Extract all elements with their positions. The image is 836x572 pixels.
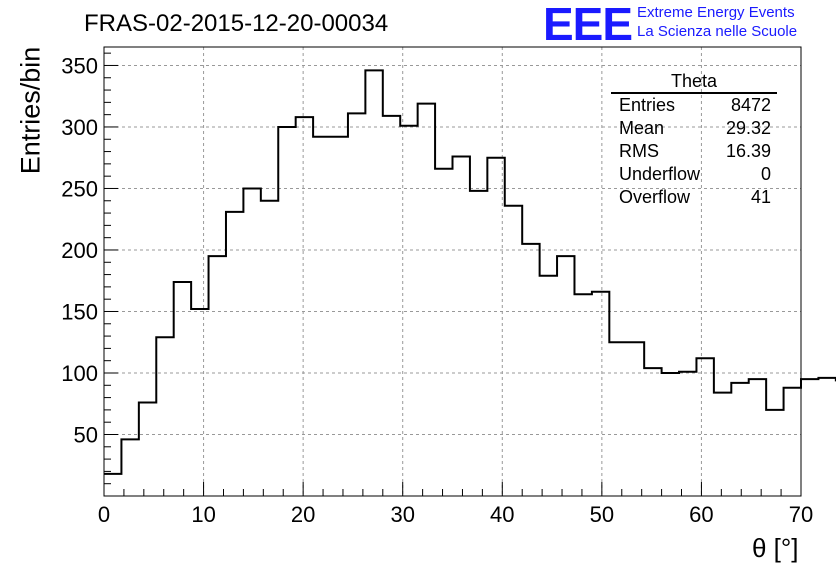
histogram-bin xyxy=(609,342,626,496)
histogram-bin xyxy=(487,158,504,496)
histogram-bin xyxy=(627,342,644,496)
stats-value: 29.32 xyxy=(725,118,771,138)
histogram-bin xyxy=(435,169,452,496)
x-tick-label: 0 xyxy=(98,502,110,527)
chart-title: FRAS-02-2015-12-20-00034 xyxy=(84,10,389,37)
y-tick-label: 300 xyxy=(61,115,98,140)
histogram-bin xyxy=(505,206,522,496)
x-tick-label: 40 xyxy=(490,502,514,527)
histogram-bin xyxy=(766,410,783,496)
stats-row-rms: RMS 16.39 xyxy=(611,140,777,163)
y-tick-label: 350 xyxy=(61,53,98,78)
stats-value: 41 xyxy=(750,187,771,207)
stats-label: Overflow xyxy=(619,187,691,207)
x-tick-label: 20 xyxy=(291,502,315,527)
stats-label: Mean xyxy=(619,118,665,138)
logo-caption-line1: Extreme Energy Events xyxy=(637,4,795,21)
histogram-bin xyxy=(261,201,278,496)
histogram-bin xyxy=(383,116,400,496)
x-tick-label: 50 xyxy=(590,502,614,527)
stats-row-underflow: Underflow 0 xyxy=(611,163,777,186)
histogram-bin xyxy=(313,137,330,496)
y-tick-label: 50 xyxy=(74,422,98,447)
histogram-bin xyxy=(348,113,365,496)
histogram-bin xyxy=(557,256,574,496)
histogram-bin xyxy=(278,127,295,496)
x-axis-label: θ [°] xyxy=(752,533,799,563)
stats-box: Theta Entries 8472 Mean 29.32 RMS 16.39 … xyxy=(611,72,777,209)
y-tick-label: 150 xyxy=(61,299,98,324)
histogram-bin xyxy=(365,70,382,496)
histogram-bin xyxy=(731,383,748,496)
logo-caption: Extreme Energy Events La Scienza nelle S… xyxy=(637,3,797,41)
y-tick-label: 100 xyxy=(61,361,98,386)
histogram-bin xyxy=(696,358,713,496)
histogram-bin xyxy=(801,379,818,496)
stats-label: Underflow xyxy=(619,164,701,184)
x-tick-label: 60 xyxy=(689,502,713,527)
histogram-bin xyxy=(139,403,156,496)
histogram-line xyxy=(104,69,836,475)
stats-row-overflow: Overflow 41 xyxy=(611,186,777,209)
histogram-bin xyxy=(156,337,173,496)
logo-caption-line2: La Scienza nelle Scuole xyxy=(637,23,798,40)
histogram-bin xyxy=(243,188,260,496)
stats-label: Entries xyxy=(619,95,676,115)
histogram-bin xyxy=(121,439,138,496)
histogram-bin xyxy=(209,256,226,496)
histogram-bin xyxy=(470,191,487,496)
histogram-bin xyxy=(714,393,731,496)
histogram-bin xyxy=(592,292,609,496)
histogram-bin xyxy=(522,244,539,496)
histogram-bin xyxy=(679,372,696,496)
stats-value: 8472 xyxy=(730,95,771,115)
stats-label: RMS xyxy=(619,141,659,161)
histogram-bin xyxy=(191,309,208,496)
x-tick-label: 30 xyxy=(390,502,414,527)
stats-value: 0 xyxy=(760,164,771,184)
histogram-bin xyxy=(453,156,470,496)
histogram-bin xyxy=(226,212,243,496)
x-tick-label: 70 xyxy=(789,502,813,527)
histogram-bin xyxy=(540,276,557,496)
histogram-bin xyxy=(331,137,348,496)
histogram-bin xyxy=(400,126,417,496)
histogram-bin xyxy=(174,282,191,496)
histogram-bin xyxy=(784,388,801,496)
stats-row-entries: Entries 8472 xyxy=(611,94,777,117)
y-tick-label: 250 xyxy=(61,176,98,201)
stats-title: Theta xyxy=(611,72,777,94)
histogram-bin xyxy=(662,373,679,496)
eee-logo: EEE xyxy=(543,0,633,50)
histogram-bin xyxy=(104,474,121,496)
plot-frame xyxy=(103,46,802,497)
histogram-bin xyxy=(818,378,835,496)
y-tick-label: 200 xyxy=(61,238,98,263)
histogram-bin xyxy=(749,379,766,496)
histogram-bin xyxy=(296,117,313,496)
stats-row-mean: Mean 29.32 xyxy=(611,117,777,140)
stats-value: 16.39 xyxy=(725,141,771,161)
histogram-bin xyxy=(644,368,661,496)
histogram-bin xyxy=(574,294,591,496)
x-tick-label: 10 xyxy=(191,502,215,527)
histogram-bin xyxy=(418,104,435,496)
y-axis-label: Entries/bin xyxy=(15,46,46,175)
